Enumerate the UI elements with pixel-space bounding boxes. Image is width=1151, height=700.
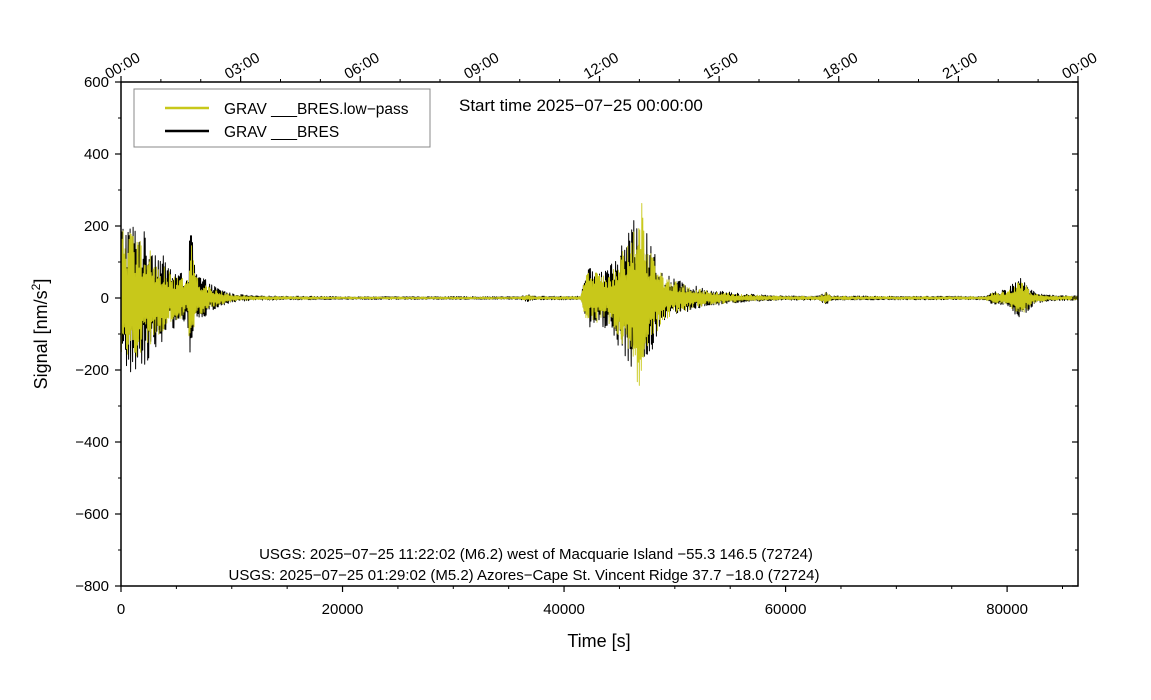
y-axis-title-sup: 2 [29, 283, 43, 290]
top-tick-label: 18:00 [820, 49, 861, 82]
y-axis-title: Signal [nm/s2] [29, 279, 51, 390]
plot-background [121, 82, 1078, 586]
y-axis-title-main: Signal [nm/s [31, 290, 51, 389]
legend-label-lowpass: GRAV ___BRES.low−pass [224, 101, 409, 118]
y-tick-label: 0 [101, 290, 109, 307]
top-tick-label: 15:00 [700, 49, 741, 82]
y-tick-label: −400 [75, 434, 109, 451]
x-tick-label: 60000 [765, 601, 807, 618]
top-tick-label: 12:00 [581, 49, 622, 82]
top-tick-label: 06:00 [341, 49, 382, 82]
y-tick-label: 200 [84, 218, 109, 235]
y-tick-label: −600 [75, 506, 109, 523]
annotation-macquarie: USGS: 2025−07−25 11:22:02 (M6.2) west of… [259, 546, 813, 563]
y-tick-label: 400 [84, 146, 109, 163]
series-line [120, 202, 1079, 386]
top-tick-label: 21:00 [940, 49, 981, 82]
top-tick-label: 09:00 [461, 49, 502, 82]
top-tick-label: 00:00 [1059, 49, 1100, 82]
y-tick-label: −800 [75, 578, 109, 595]
x-tick-label: 20000 [322, 601, 364, 618]
y-tick-label: −200 [75, 362, 109, 379]
top-tick-label: 03:00 [222, 49, 263, 82]
legend-box [133, 88, 431, 148]
start-time-label: Start time 2025−07−25 00:00:00 [459, 96, 703, 115]
top-tick-label: 00:00 [102, 49, 143, 82]
series-layer [120, 202, 1079, 386]
x-tick-label: 40000 [543, 601, 585, 618]
x-tick-label: 0 [117, 601, 125, 618]
y-axis-title-end: ] [31, 279, 51, 284]
x-axis-title: Time [s] [567, 631, 630, 651]
legend: GRAV ___BRES.low−pass GRAV ___BRES [133, 88, 431, 148]
x-tick-label: 80000 [986, 601, 1028, 618]
y-tick-label: 600 [84, 74, 109, 91]
legend-label-raw: GRAV ___BRES [224, 124, 339, 141]
annotation-azores: USGS: 2025−07−25 01:29:02 (M5.2) Azores−… [229, 567, 820, 584]
